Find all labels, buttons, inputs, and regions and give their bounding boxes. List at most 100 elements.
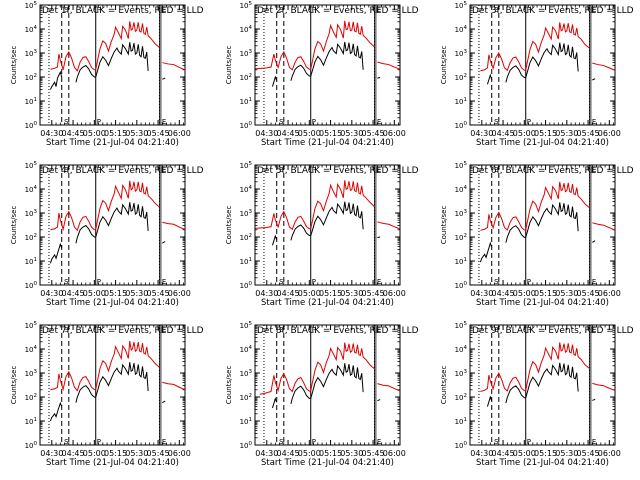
x-tick-label: 04:30 bbox=[470, 449, 493, 458]
x-tick-label: 04:30 bbox=[255, 449, 278, 458]
x-tick-label: 05:00 bbox=[83, 449, 106, 458]
edge-mark-top: S bbox=[279, 326, 284, 334]
y-tick-exponent: 0 bbox=[464, 441, 468, 447]
x-tick-label: 05:30 bbox=[125, 449, 148, 458]
y-tick-exponent: 2 bbox=[464, 393, 468, 399]
x-axis-label: Start Time (21-Jul-04 04:21:40) bbox=[476, 458, 609, 468]
y-tick-exponent: 1 bbox=[249, 97, 253, 103]
y-tick-label: 101 bbox=[455, 417, 467, 426]
y-tick-exponent: 3 bbox=[464, 49, 468, 55]
panel-det-7f: Det 7f, BLACK = Events, RED = LLD1001011… bbox=[10, 321, 204, 468]
x-axis-label: Start Time (21-Jul-04 04:21:40) bbox=[476, 138, 609, 148]
x-tick-label: 05:45 bbox=[577, 449, 600, 458]
y-tick-exponent: 2 bbox=[464, 73, 468, 79]
edge-mark-top: P bbox=[527, 166, 531, 174]
x-tick-label: 05:45 bbox=[147, 449, 170, 458]
y-tick-label: 104 bbox=[25, 25, 38, 34]
y-tick-label: 104 bbox=[240, 25, 253, 34]
panel-title: Det 7f, BLACK = Events, RED = LLD bbox=[42, 326, 204, 336]
events-series-line bbox=[486, 362, 596, 407]
x-tick-label: 05:00 bbox=[513, 289, 536, 298]
x-tick-label: 05:45 bbox=[362, 289, 385, 298]
edge-mark-bottom: S bbox=[279, 438, 284, 446]
x-tick-label: 04:45 bbox=[277, 289, 300, 298]
x-axis-label: Start Time (21-Jul-04 04:21:40) bbox=[46, 138, 179, 148]
y-tick-label: 105 bbox=[455, 1, 468, 10]
lld-series-line bbox=[50, 180, 186, 232]
lld-series-line bbox=[50, 21, 186, 72]
y-tick-label: 105 bbox=[455, 161, 468, 170]
edge-mark-bottom: P bbox=[97, 278, 101, 286]
edge-mark-bottom: S bbox=[494, 278, 499, 286]
edge-mark-top: P bbox=[527, 326, 531, 334]
y-tick-exponent: 3 bbox=[249, 49, 253, 55]
edge-mark-top: E bbox=[162, 6, 166, 14]
x-tick-label: 04:45 bbox=[492, 289, 515, 298]
edge-mark-top: E bbox=[592, 326, 596, 334]
y-tick-label: 100 bbox=[455, 281, 468, 290]
y-tick-label: 103 bbox=[240, 369, 253, 378]
x-tick-label: 04:30 bbox=[255, 289, 278, 298]
lld-series-line bbox=[255, 20, 401, 71]
edge-mark-top: P bbox=[97, 6, 101, 14]
x-tick-label: 04:30 bbox=[40, 129, 63, 138]
x-tick-label: 05:00 bbox=[298, 129, 321, 138]
edge-mark-top: E bbox=[377, 326, 381, 334]
y-tick-exponent: 2 bbox=[34, 73, 38, 79]
y-tick-exponent: 1 bbox=[34, 257, 38, 263]
edge-mark-bottom: P bbox=[97, 438, 101, 446]
y-tick-exponent: 2 bbox=[464, 233, 468, 239]
edge-mark-top: E bbox=[592, 6, 596, 14]
edge-mark-bottom: P bbox=[527, 438, 531, 446]
edge-mark-top: E bbox=[592, 166, 596, 174]
edge-mark-bottom: E bbox=[592, 278, 596, 286]
panel-title: Det 9f, BLACK = Events, RED = LLD bbox=[472, 326, 634, 336]
edge-mark-bottom: P bbox=[312, 278, 316, 286]
y-tick-label: 100 bbox=[240, 441, 253, 450]
x-tick-label: 06:00 bbox=[168, 289, 191, 298]
plot-frame bbox=[469, 164, 616, 286]
x-tick-label: 06:00 bbox=[598, 289, 621, 298]
edge-mark-bottom: E bbox=[377, 278, 381, 286]
edge-mark-bottom: E bbox=[162, 438, 166, 446]
y-tick-label: 103 bbox=[455, 369, 468, 378]
y-tick-label: 102 bbox=[455, 73, 467, 82]
x-tick-label: 06:00 bbox=[598, 129, 621, 138]
x-axis-label: Start Time (21-Jul-04 04:21:40) bbox=[46, 458, 179, 468]
panel-det-5f: Det 5f, BLACK = Events, RED = LLD1001011… bbox=[225, 161, 419, 308]
edge-mark-top: P bbox=[527, 6, 531, 14]
y-tick-exponent: 3 bbox=[249, 209, 253, 215]
panel-title: Det 1f, BLACK = Events, RED = LLD bbox=[42, 6, 204, 16]
panel-det-2f: Det 2f, BLACK = Events, RED = LLD1001011… bbox=[225, 1, 419, 148]
y-tick-label: 103 bbox=[455, 209, 468, 218]
y-tick-label: 102 bbox=[25, 233, 37, 242]
y-axis-label: Counts/sec bbox=[10, 206, 18, 245]
edge-mark-bottom: E bbox=[162, 118, 166, 126]
events-series-line bbox=[49, 362, 166, 422]
edge-mark-top: S bbox=[64, 326, 69, 334]
panel-title: Det 4f, BLACK = Events, RED = LLD bbox=[42, 166, 204, 176]
x-tick-label: 05:15 bbox=[534, 289, 557, 298]
edge-mark-top: S bbox=[279, 6, 284, 14]
x-tick-label: 05:15 bbox=[319, 289, 342, 298]
edge-mark-top: P bbox=[312, 6, 316, 14]
y-tick-label: 100 bbox=[25, 121, 38, 130]
edge-mark-top: P bbox=[97, 326, 101, 334]
edge-mark-bottom: E bbox=[377, 118, 381, 126]
plot-frame bbox=[469, 324, 616, 446]
x-tick-label: 06:00 bbox=[598, 449, 621, 458]
edge-mark-bottom: S bbox=[494, 118, 499, 126]
edge-mark-bottom: S bbox=[279, 278, 284, 286]
y-tick-exponent: 1 bbox=[464, 417, 468, 423]
panel-title: Det 8f, BLACK = Events, RED = LLD bbox=[257, 326, 419, 336]
plot-frame bbox=[254, 4, 401, 126]
lld-series-line bbox=[480, 181, 616, 231]
panel-det-3f: Det 3f, BLACK = Events, RED = LLD1001011… bbox=[440, 1, 634, 148]
panel-det-4f: Det 4f, BLACK = Events, RED = LLD1001011… bbox=[10, 161, 204, 308]
y-tick-label: 105 bbox=[25, 1, 38, 10]
events-series-line bbox=[271, 201, 381, 246]
y-tick-exponent: 2 bbox=[34, 393, 38, 399]
y-tick-exponent: 3 bbox=[464, 369, 468, 375]
x-tick-label: 05:15 bbox=[104, 289, 127, 298]
